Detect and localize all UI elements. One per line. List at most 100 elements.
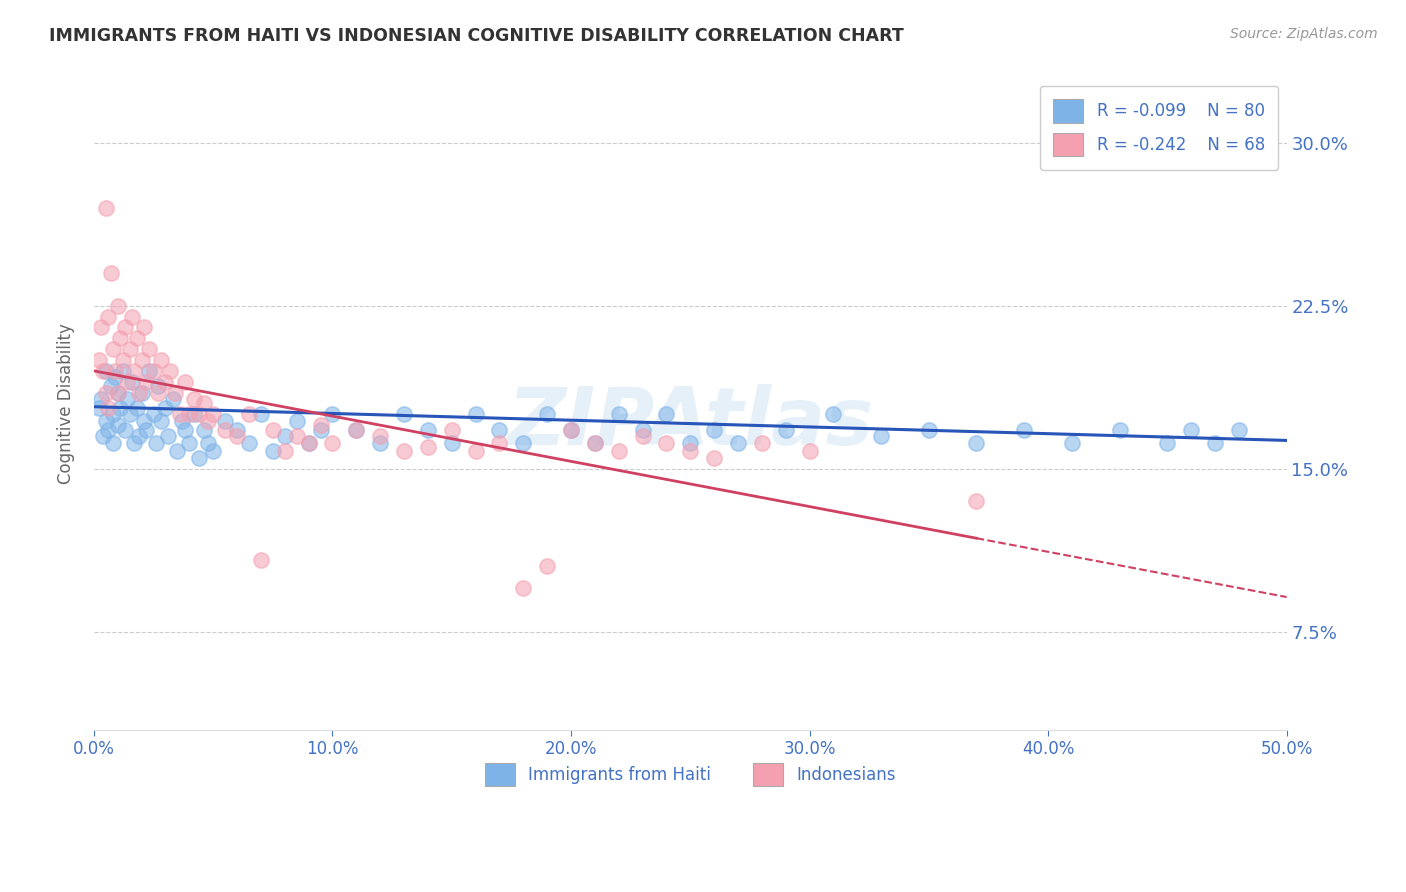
Point [631, 429, 654, 443]
Point [93, 429, 115, 443]
Point [512, 435, 534, 450]
Point [285, 414, 308, 428]
Point [214, 423, 236, 437]
Point [679, 444, 702, 458]
Point [183, 392, 205, 406]
Point [125, 401, 148, 415]
Point [107, 418, 129, 433]
Point [169, 408, 191, 422]
Point [179, 408, 201, 422]
Point [197, 435, 219, 450]
Point [238, 408, 260, 422]
Text: ZIPAtlas: ZIPAtlas [508, 384, 873, 462]
Point [583, 435, 606, 450]
Point [250, 553, 273, 567]
Point [159, 364, 181, 378]
Point [631, 423, 654, 437]
Point [297, 435, 319, 450]
Point [149, 414, 172, 428]
Point [94, 385, 117, 400]
Point [226, 429, 249, 443]
Point [193, 396, 215, 410]
Point [142, 408, 165, 422]
Point [128, 385, 150, 400]
Point [560, 423, 582, 437]
Point [166, 444, 188, 458]
Point [87, 401, 110, 415]
Point [1012, 423, 1035, 437]
Point [173, 423, 195, 437]
Point [124, 435, 146, 450]
Point [104, 364, 127, 378]
Point [107, 385, 129, 400]
Point [101, 342, 124, 356]
Point [1108, 423, 1130, 437]
Point [135, 375, 157, 389]
Point [145, 435, 167, 450]
Point [197, 414, 219, 428]
Point [262, 444, 284, 458]
Point [101, 408, 124, 422]
Point [100, 266, 122, 280]
Point [108, 401, 131, 415]
Point [440, 435, 463, 450]
Point [238, 435, 260, 450]
Point [128, 429, 150, 443]
Point [107, 299, 129, 313]
Point [703, 450, 725, 465]
Point [121, 310, 143, 324]
Point [1227, 423, 1250, 437]
Point [117, 392, 139, 406]
Point [488, 435, 510, 450]
Point [90, 320, 112, 334]
Point [679, 435, 702, 450]
Point [131, 385, 153, 400]
Point [321, 435, 343, 450]
Point [274, 429, 297, 443]
Point [121, 375, 143, 389]
Point [966, 494, 988, 508]
Point [262, 423, 284, 437]
Point [607, 408, 630, 422]
Point [1156, 435, 1178, 450]
Point [309, 418, 332, 433]
Point [392, 408, 415, 422]
Text: Source: ZipAtlas.com: Source: ZipAtlas.com [1230, 27, 1378, 41]
Point [870, 429, 893, 443]
Point [114, 320, 136, 334]
Point [416, 440, 439, 454]
Point [583, 435, 606, 450]
Point [274, 444, 297, 458]
Point [368, 435, 391, 450]
Point [607, 444, 630, 458]
Point [94, 364, 117, 378]
Point [135, 423, 157, 437]
Point [111, 364, 134, 378]
Point [285, 429, 308, 443]
Point [1060, 435, 1083, 450]
Point [823, 408, 845, 422]
Point [155, 375, 177, 389]
Point [202, 408, 225, 422]
Point [655, 435, 678, 450]
Point [464, 408, 486, 422]
Point [156, 429, 179, 443]
Point [142, 364, 165, 378]
Point [124, 364, 146, 378]
Point [918, 423, 941, 437]
Point [966, 435, 988, 450]
Point [655, 408, 678, 422]
Point [214, 414, 236, 428]
Point [100, 379, 122, 393]
Point [536, 408, 558, 422]
Point [512, 581, 534, 595]
Point [751, 435, 773, 450]
Point [148, 385, 170, 400]
Point [132, 320, 155, 334]
Point [162, 392, 184, 406]
Point [344, 423, 367, 437]
Point [536, 559, 558, 574]
Point [125, 331, 148, 345]
Point [226, 423, 249, 437]
Point [87, 353, 110, 368]
